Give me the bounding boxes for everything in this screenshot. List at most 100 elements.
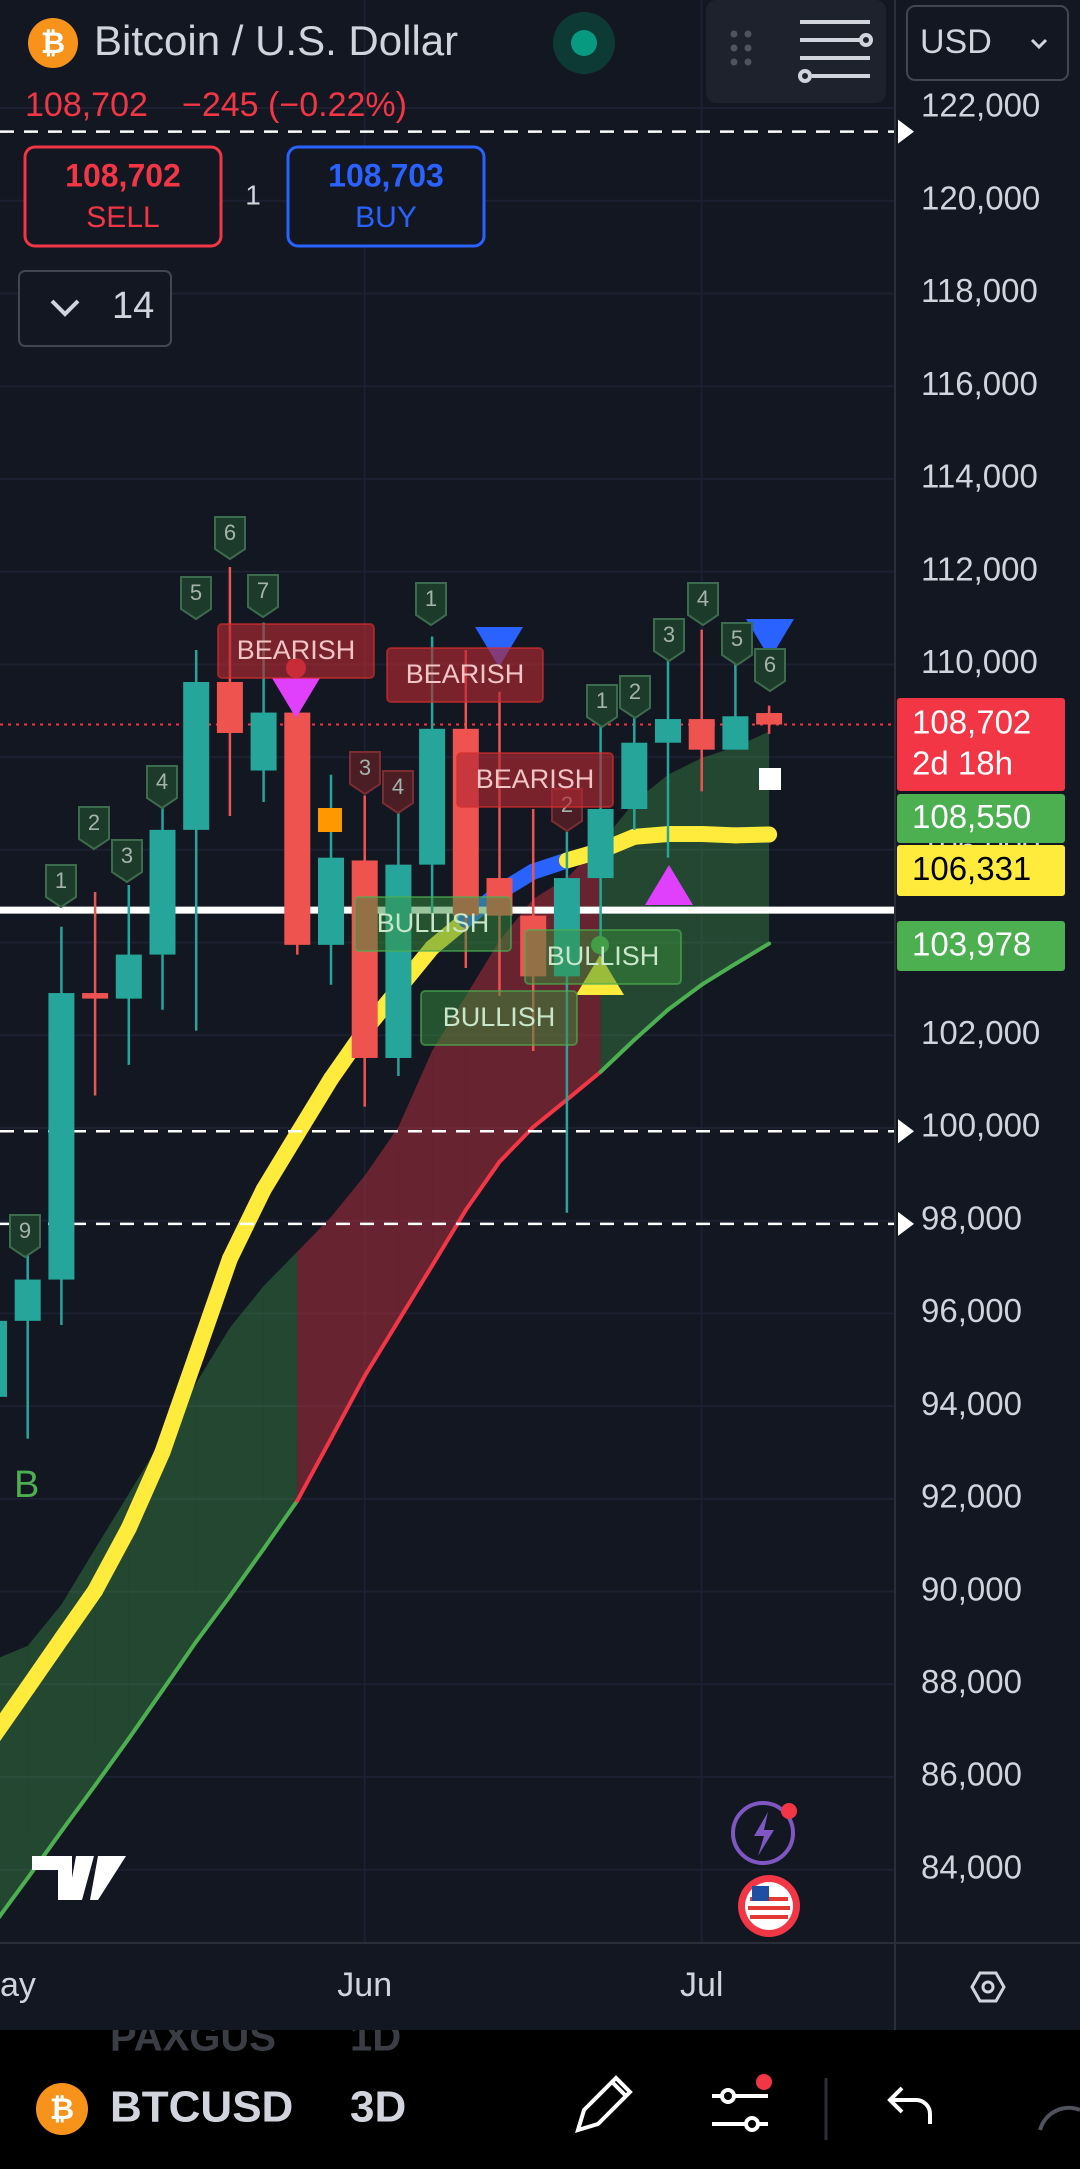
orange-marker bbox=[318, 808, 342, 832]
signal-box bbox=[217, 623, 375, 679]
band-lower-line bbox=[93, 1736, 131, 1788]
toolbar-btc-glyph: ₿ bbox=[50, 2093, 74, 2126]
list-interval[interactable]: 1D bbox=[350, 2016, 401, 2060]
redo-icon-partial[interactable] bbox=[1038, 2105, 1080, 2131]
signal-triangle bbox=[645, 865, 693, 905]
menu-icon[interactable] bbox=[798, 20, 873, 83]
settings-icon-center bbox=[981, 1980, 995, 1994]
settings-icon[interactable] bbox=[970, 1971, 1006, 2003]
candle-body bbox=[115, 954, 142, 999]
band-lower-line bbox=[632, 1007, 670, 1042]
count-label: 9 bbox=[19, 1218, 31, 1243]
band-fill bbox=[398, 1051, 433, 1321]
last-price: 108,702 bbox=[25, 86, 148, 124]
symbol-name: Bitcoin / U.S. Dollar bbox=[94, 17, 458, 64]
tv-logo[interactable] bbox=[32, 1856, 126, 1900]
currency-select[interactable] bbox=[906, 5, 1069, 81]
y-tick-label: 90,000 bbox=[921, 1570, 1022, 1607]
buy-button[interactable] bbox=[286, 145, 486, 248]
count-label: 3 bbox=[663, 622, 675, 647]
marker-letter: B bbox=[14, 1464, 39, 1506]
band-fill bbox=[297, 1216, 331, 1501]
count-box bbox=[146, 765, 178, 810]
count-label: 6 bbox=[764, 652, 776, 677]
candle-body bbox=[351, 860, 378, 1058]
ema-line bbox=[19, 1630, 70, 1696]
band-lower-line bbox=[59, 1783, 98, 1834]
band-lower-line bbox=[25, 1829, 64, 1881]
signal-label: BULLISH bbox=[443, 1002, 556, 1032]
band-fill bbox=[364, 1127, 399, 1377]
band-lower-line bbox=[160, 1639, 199, 1693]
count-box bbox=[586, 684, 618, 729]
count-label: 1 bbox=[425, 586, 437, 611]
toolbar-symbol[interactable]: BTCUSD bbox=[110, 2083, 293, 2132]
chevron bbox=[1030, 38, 1048, 50]
ema-line bbox=[154, 1347, 205, 1461]
band-lower-line bbox=[699, 961, 738, 987]
count-box bbox=[349, 751, 381, 796]
btc-icon bbox=[28, 18, 78, 68]
toolbar-box bbox=[706, 0, 886, 103]
count-label: 7 bbox=[257, 578, 269, 603]
lightning-icon[interactable] bbox=[731, 1801, 795, 1865]
candle-body bbox=[149, 829, 176, 955]
band-fill bbox=[162, 1382, 197, 1691]
signal-label: BULLISH bbox=[547, 941, 660, 971]
count-box bbox=[382, 770, 414, 815]
draw-icon[interactable] bbox=[575, 2075, 633, 2133]
toolbar-interval[interactable]: 3D bbox=[350, 2083, 406, 2132]
y-tick-label: 116,000 bbox=[921, 365, 1038, 402]
y-tick-label: 118,000 bbox=[921, 272, 1038, 309]
band-fill bbox=[196, 1327, 230, 1642]
y-tick-label: 100,000 bbox=[921, 1107, 1040, 1144]
level-flag bbox=[898, 1211, 914, 1236]
list-symbol[interactable]: PAXGUS bbox=[110, 2016, 276, 2060]
candle-body bbox=[0, 1320, 7, 1397]
signal-label: BEARISH bbox=[476, 764, 595, 794]
count-box bbox=[247, 574, 279, 619]
band-lower-line bbox=[430, 1208, 468, 1268]
y-tick-label: 112,000 bbox=[921, 550, 1038, 587]
count-box bbox=[78, 806, 110, 851]
quantity: 1 bbox=[245, 179, 261, 210]
signal-label: BULLISH bbox=[377, 908, 490, 938]
y-tick-label: 94,000 bbox=[921, 1385, 1022, 1422]
buy-label: BUY bbox=[355, 201, 417, 234]
signal-triangle bbox=[272, 678, 320, 718]
count-label: 5 bbox=[731, 626, 743, 651]
band-lower-line bbox=[362, 1318, 401, 1379]
market-status-dot bbox=[571, 30, 597, 56]
flag-stripes bbox=[748, 1886, 790, 1919]
candle-body bbox=[756, 713, 783, 725]
count-label: 4 bbox=[392, 774, 404, 799]
band-lower-line bbox=[295, 1436, 333, 1503]
sell-button[interactable] bbox=[23, 145, 223, 248]
buy-price: 108,703 bbox=[328, 157, 444, 193]
price-tag bbox=[897, 921, 1065, 971]
x-tick-label: Jun bbox=[337, 1966, 392, 2004]
symbol-list: PAXGUS 1D bbox=[110, 2016, 401, 2060]
count-box bbox=[45, 864, 77, 909]
signal-box bbox=[456, 752, 614, 808]
band-lower-line bbox=[564, 1069, 603, 1102]
count-box bbox=[111, 839, 143, 884]
ema-line bbox=[188, 1250, 238, 1364]
ema-line bbox=[289, 1070, 339, 1142]
band-fill bbox=[331, 1175, 365, 1439]
indicators-toggle[interactable] bbox=[18, 270, 172, 347]
count-label: 4 bbox=[697, 586, 709, 611]
sell-price: 108,702 bbox=[65, 157, 181, 193]
undo-icon[interactable] bbox=[887, 2086, 932, 2124]
count-label: 4 bbox=[156, 769, 168, 794]
indicator-settings-icon[interactable] bbox=[712, 2088, 768, 2132]
notification-dot bbox=[781, 1803, 797, 1819]
band-fill bbox=[263, 1251, 298, 1549]
band-lower-line bbox=[463, 1159, 502, 1213]
count-box bbox=[653, 618, 685, 663]
band-lower-line bbox=[227, 1546, 266, 1599]
y-tick-label: 88,000 bbox=[921, 1663, 1022, 1700]
band-fill bbox=[735, 731, 770, 964]
band-fill bbox=[229, 1286, 264, 1597]
